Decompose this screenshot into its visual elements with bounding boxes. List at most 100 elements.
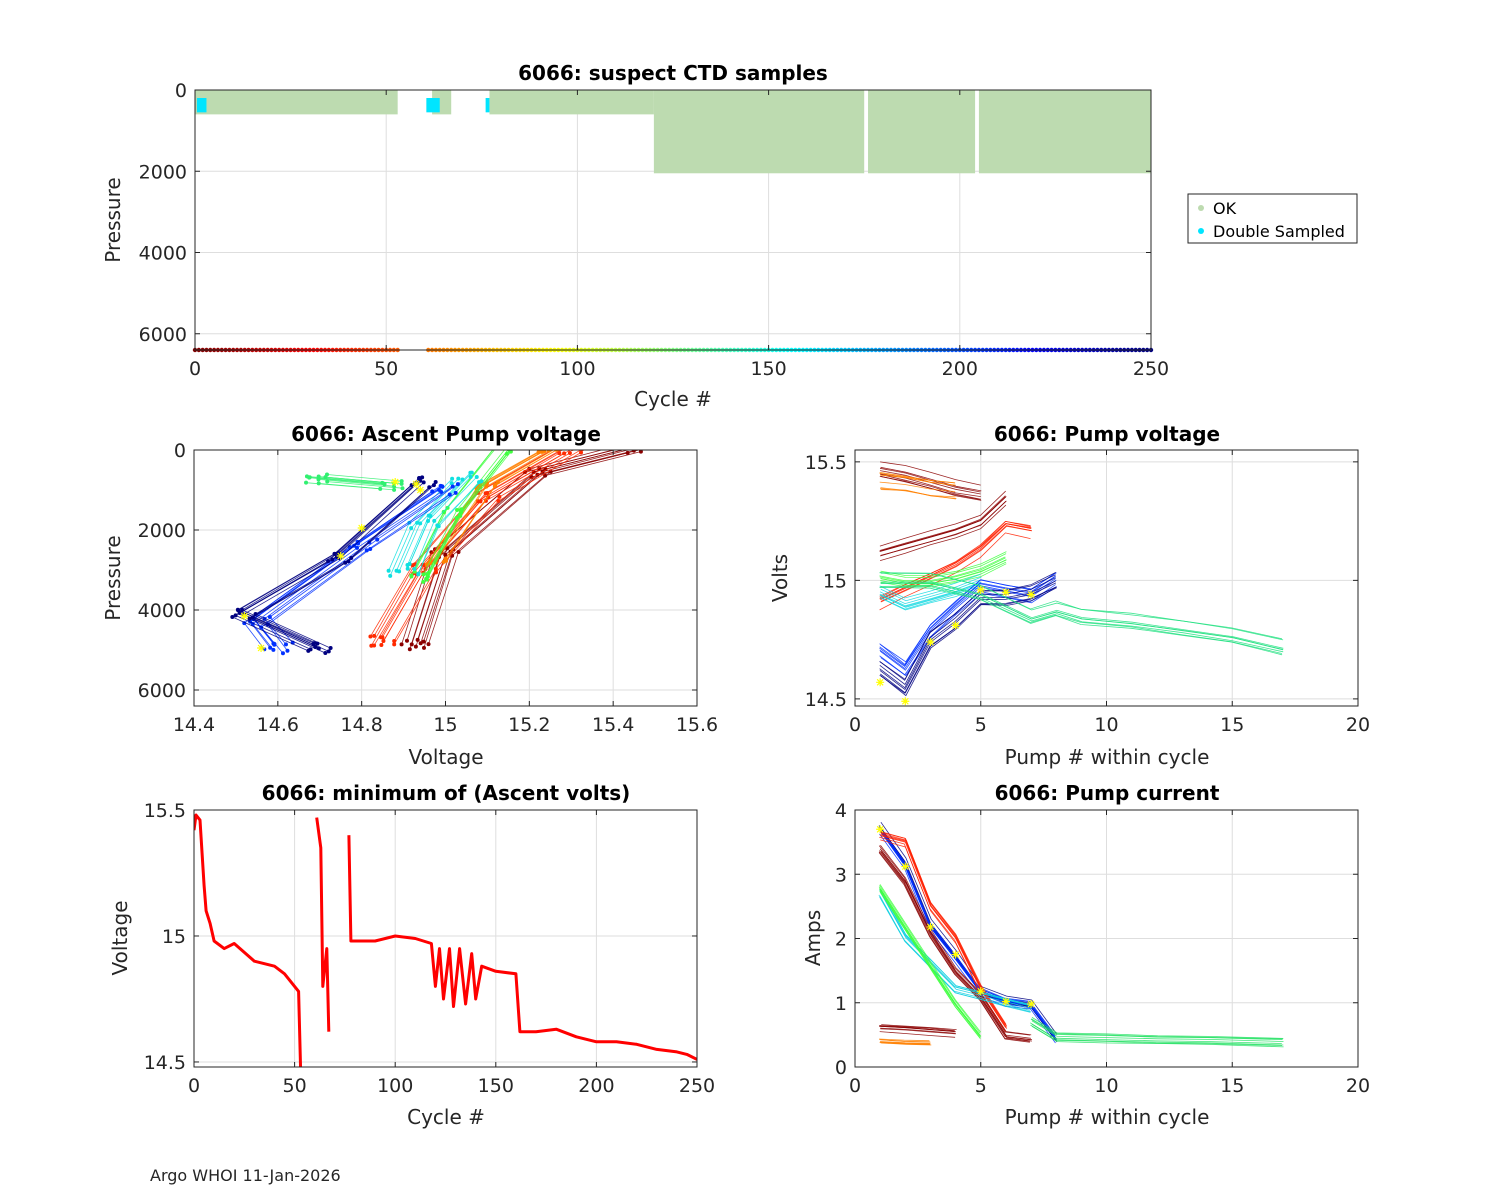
pumpc-ytick-label: 4 bbox=[835, 800, 847, 822]
minv-xtick-label: 0 bbox=[188, 1075, 200, 1097]
ascent-series-line bbox=[260, 494, 450, 654]
minv-data bbox=[194, 813, 697, 1067]
ok-sample-block bbox=[978, 90, 1151, 174]
pumpv-series-line bbox=[880, 587, 1057, 697]
pumpc-series-line bbox=[880, 1028, 956, 1035]
ascent-xtick-label: 15 bbox=[433, 714, 457, 736]
ascent-series-point bbox=[253, 612, 258, 617]
ascent-ytick-label: 2000 bbox=[138, 520, 186, 542]
ascent-series-point bbox=[639, 443, 643, 447]
ascent-series-line bbox=[267, 492, 456, 652]
pumpv-series-line bbox=[879, 472, 955, 484]
ctd-xtick-label: 50 bbox=[374, 358, 398, 380]
pumpv-series-line bbox=[879, 574, 981, 599]
legend-double-label: Double Sampled bbox=[1213, 222, 1345, 241]
pumpc-star-marker bbox=[1027, 1000, 1036, 1009]
pumpc-xtick-label: 20 bbox=[1346, 1075, 1370, 1097]
minv-grid bbox=[194, 810, 697, 1067]
ascent-series-point bbox=[645, 446, 649, 450]
ascent-series-point bbox=[474, 474, 479, 479]
min-voltage-line bbox=[315, 817, 331, 1032]
ctd-ticks: 0 50 100 150 200 250 0 2000 4000 6000 bbox=[139, 80, 1169, 380]
ascent-series-point bbox=[455, 482, 460, 487]
ascent-series-line bbox=[423, 451, 641, 648]
pumpv-series-line bbox=[880, 553, 1007, 579]
ascent-series-point bbox=[483, 491, 488, 496]
pumpv-star-marker bbox=[1027, 590, 1036, 599]
minv-xtick-label: 100 bbox=[377, 1075, 413, 1097]
ascent-xtick-label: 15.6 bbox=[676, 714, 718, 736]
ascent-series-point bbox=[399, 481, 404, 486]
pumpv-series-line bbox=[880, 586, 1057, 694]
ascent-series-point bbox=[364, 548, 369, 553]
ascent-series-point bbox=[455, 508, 460, 513]
ascent-series-point bbox=[430, 489, 435, 494]
ascent-series-point bbox=[447, 492, 452, 497]
ascent-series-point bbox=[399, 479, 404, 484]
ascent-series-point bbox=[421, 639, 426, 644]
ascent-series-point bbox=[386, 568, 391, 573]
ascent-series-point bbox=[392, 642, 397, 647]
ascent-series-line bbox=[326, 474, 402, 482]
pumpc-star-marker bbox=[951, 950, 960, 959]
ascent-series-point bbox=[418, 641, 423, 646]
ctd-xtick-label: 150 bbox=[750, 358, 786, 380]
pumpc-series-line bbox=[879, 1031, 956, 1038]
pumpv-xtick-label: 15 bbox=[1220, 714, 1244, 736]
ascent-series-point bbox=[477, 480, 482, 485]
ascent-star-marker bbox=[336, 552, 345, 560]
ascent-series-line bbox=[263, 486, 453, 645]
ascent-series-point bbox=[421, 572, 426, 577]
ascent-series-point bbox=[409, 573, 414, 578]
ascent-series-line bbox=[393, 452, 582, 645]
ascent-series-line bbox=[238, 480, 421, 648]
ascent-series-point bbox=[372, 633, 377, 638]
ascent-xtick-label: 14.8 bbox=[341, 714, 383, 736]
pumpv-series-line bbox=[879, 577, 1056, 686]
pumpc-ylabel: Amps bbox=[801, 910, 825, 966]
ctd-xtick-label: 100 bbox=[559, 358, 595, 380]
pumpv-series-line bbox=[879, 585, 1282, 654]
ctd-ytick-label: 2000 bbox=[139, 161, 187, 183]
ascent-series-point bbox=[404, 638, 409, 643]
ascent-series-point bbox=[497, 494, 502, 499]
ascent-series-point bbox=[425, 577, 430, 582]
pumpv-series-line bbox=[879, 556, 1006, 582]
pumpc-series-line bbox=[880, 1041, 931, 1044]
ascent-series-point bbox=[410, 563, 415, 568]
pumpv-series-line bbox=[880, 576, 982, 602]
pumpc-ytick-label: 0 bbox=[835, 1057, 847, 1079]
pumpv-xtick-label: 0 bbox=[849, 714, 861, 736]
minv-xtick-label: 200 bbox=[578, 1075, 614, 1097]
ascent-ticks: 14.4 14.6 14.8 15 15.2 15.4 15.6 0 2000 4000 6000 bbox=[138, 440, 719, 736]
ctd-title: 6066: suspect CTD samples bbox=[518, 61, 828, 85]
pumpv-series-line bbox=[880, 586, 982, 611]
ascent-series-line bbox=[231, 484, 412, 652]
ascent-series-point bbox=[495, 450, 497, 451]
pumpv-ytick-label: 15.5 bbox=[805, 452, 847, 474]
ctd-xtick-label: 0 bbox=[189, 358, 201, 380]
pumpv-series-line bbox=[880, 525, 1032, 603]
ascent-series-point bbox=[450, 476, 455, 481]
ascent-series-line bbox=[309, 476, 385, 485]
pumpc-series-line bbox=[878, 852, 1030, 1043]
minv-ytick-label: 15.5 bbox=[144, 800, 186, 822]
ascent-series-point bbox=[412, 566, 417, 571]
pumpc-series-line bbox=[879, 885, 981, 1034]
pumpc-series-line bbox=[879, 1038, 930, 1042]
ascent-series-line bbox=[417, 450, 616, 641]
ctd-xtick-label: 200 bbox=[942, 358, 978, 380]
pumpv-series-line bbox=[879, 481, 956, 492]
minv-xtick-label: 50 bbox=[283, 1075, 307, 1097]
minv-ylabel: Voltage bbox=[108, 900, 132, 975]
ascent-series-point bbox=[413, 644, 418, 649]
pumpc-series-line bbox=[880, 834, 1007, 1028]
pumpv-series-line bbox=[879, 581, 981, 607]
pumpv-series-line bbox=[879, 490, 1006, 547]
ascent-ytick-label: 6000 bbox=[138, 680, 186, 702]
double-sampled-block bbox=[426, 98, 440, 113]
pumpc-series-line bbox=[880, 831, 1007, 1025]
pumpc-series-line bbox=[880, 1025, 956, 1032]
pumpc-ytick-label: 3 bbox=[835, 864, 847, 886]
pumpv-star-marker bbox=[951, 621, 960, 630]
